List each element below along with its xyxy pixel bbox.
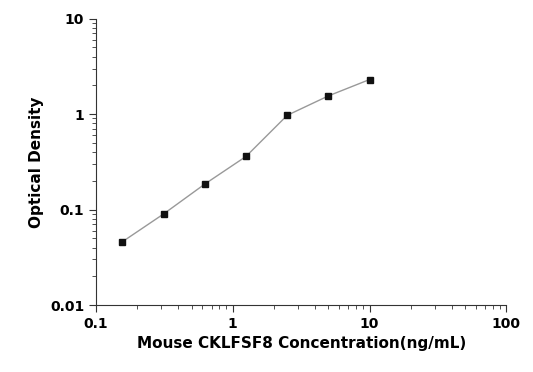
Y-axis label: Optical Density: Optical Density xyxy=(29,96,44,228)
X-axis label: Mouse CKLFSF8 Concentration(ng/mL): Mouse CKLFSF8 Concentration(ng/mL) xyxy=(136,336,466,352)
